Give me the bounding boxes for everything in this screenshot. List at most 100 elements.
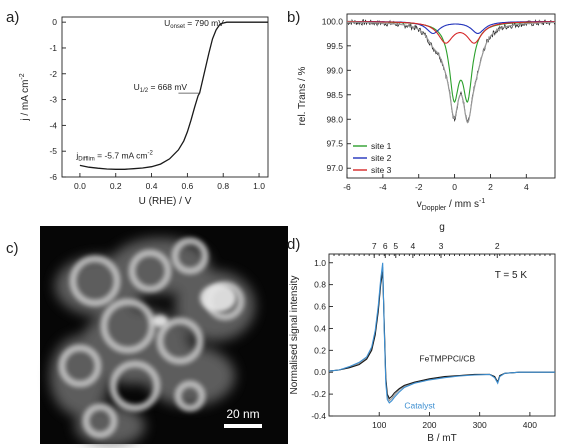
y-tick-label-d: 0.2 [314, 345, 326, 355]
y-tick-label-b: 99.0 [326, 65, 343, 75]
x-label-b-sup: -1 [479, 198, 485, 205]
y-tick-label-a: -5 [49, 146, 57, 156]
temperature-annotation: T = 5 K [495, 270, 528, 281]
x-tick-label-b: -4 [379, 182, 387, 192]
y-tick-label-a: -4 [49, 120, 57, 130]
onset-sub: onset [170, 24, 185, 30]
x-tick-label-b: -2 [415, 182, 423, 192]
panel-a-label: a) [6, 9, 19, 26]
y-tick-label-a: -2 [49, 69, 57, 79]
half-val: = 668 mV [148, 82, 187, 92]
y-tick-label-a: -6 [49, 172, 57, 182]
difflim-val: = -5.7 mA cm [95, 150, 148, 160]
x-tick-label-a: 0.4 [146, 181, 158, 191]
x-tick-label-a: 0.6 [181, 181, 193, 191]
y-tick-label-a: -3 [49, 95, 57, 105]
y-axis-label-a-sup: -2 [19, 73, 26, 79]
x-label-b-sub: Doppler [422, 205, 447, 212]
y-tick-label-b: 99.5 [326, 41, 343, 51]
scalebar-label: 20 nm [226, 407, 259, 421]
onset-annotation: Uonset = 790 mV [164, 18, 224, 30]
epr-curve-3 [328, 267, 555, 402]
y-axis-label-b: rel. Trans / % [297, 66, 308, 125]
epr-curve-2 [328, 262, 555, 404]
x-tick-label-a: 0.0 [74, 181, 86, 191]
top-tick-label-d: 6 [383, 241, 388, 251]
y-tick-label-b: 97.0 [326, 163, 343, 173]
panel-d-label: d) [287, 236, 300, 253]
top-tick-label-d: 7 [372, 241, 377, 251]
top-tick-label-d: 5 [393, 241, 398, 251]
mossbauer-data [346, 18, 556, 123]
x-axis-label-b: vDoppler / mm s-1 [417, 198, 486, 212]
x-tick-label-b: 4 [524, 182, 529, 192]
panel-c: c) [0, 222, 290, 448]
x-tick-label-a: 0.8 [217, 181, 229, 191]
y-tick-label-d: 0.6 [314, 302, 326, 312]
x-label-b-main: v [417, 199, 422, 210]
top-tick-label-d: 3 [439, 241, 444, 251]
x-tick-label-a: 0.2 [110, 181, 122, 191]
y-tick-label-d: 1.0 [314, 258, 326, 268]
panel-b: b) -6 -4 -2 0 2 4 100.0 99.5 99.0 98.5 98.0 97.5 97.0… [283, 0, 561, 215]
x-tick-label-b: 0 [452, 182, 457, 192]
total-fit-curve [347, 21, 555, 124]
x-tick-label-d: 400 [523, 420, 537, 430]
half-wave-annotation: U1/2 = 668 mV [134, 82, 188, 94]
panel-d: d) g 7 6 5 4 3 2 100 200 300 400 1.0 0.8 0.6 0.4 0.2 0.0 -… [283, 222, 561, 448]
label-fetmppcl-cb: FeTMPPCl/CB [419, 353, 475, 363]
y-tick-label-b: 98.5 [326, 90, 343, 100]
half-main: U [134, 82, 140, 92]
y-axis-label-a-main: j / mA cm [20, 80, 31, 122]
y-tick-label-a: -1 [49, 43, 57, 53]
x-tick-label-d: 200 [422, 420, 436, 430]
top-tick-label-d: 2 [495, 241, 500, 251]
y-tick-label-d: 0.8 [314, 280, 326, 290]
y-axis-label-d: Normalised signal intensity [289, 276, 300, 395]
difflim-annotation: jDifflim = -5.7 mA cm-2 [75, 150, 153, 162]
y-tick-label-d: 0.4 [314, 323, 326, 333]
scalebar [224, 424, 262, 428]
site-1-curve [347, 21, 555, 104]
y-tick-label-d: -0.4 [311, 411, 326, 421]
x-tick-label-b: -6 [343, 182, 351, 192]
y-tick-label-a: 0 [52, 17, 57, 27]
x-tick-label-d: 100 [372, 420, 386, 430]
difflim-sub: Difflim [78, 156, 95, 162]
y-tick-label-d: -0.2 [311, 389, 326, 399]
chart-d: d) g 7 6 5 4 3 2 100 200 300 400 1.0 0.8 0.6 0.4 0.2 0.0 -… [287, 222, 556, 444]
plot-frame-b [346, 13, 556, 179]
x-tick-label-b: 2 [488, 182, 493, 192]
top-tick-label-d: 4 [411, 241, 416, 251]
chart-a: a) 0.0 0.2 0.4 0.6 0.8 1.0 0 -1 -2 -3 -4 -5 -6 U (RHE)… [6, 9, 269, 207]
label-catalyst: Catalyst [404, 400, 435, 410]
plot-frame-a [61, 16, 269, 178]
epr-curve-1 [328, 271, 555, 400]
x-label-b-rest: / mm s [446, 199, 479, 210]
difflim-sup: -2 [147, 150, 153, 156]
x-tick-label-d: 300 [473, 420, 487, 430]
y-axis-label-a: j / mA cm-2 [19, 73, 31, 121]
y-tick-label-b: 100.0 [322, 16, 344, 26]
y-tick-label-b: 97.5 [326, 139, 343, 149]
onset-val: = 790 mV [185, 18, 224, 28]
panel-a: a) 0.0 0.2 0.4 0.6 0.8 1.0 0 -1 -2 -3 -4 -5 -6 U (RHE)… [0, 0, 280, 215]
half-sub: 1/2 [140, 88, 149, 94]
onset-main: U [164, 18, 170, 28]
plot-frame-d [328, 253, 556, 417]
difflim-main: j [75, 150, 78, 160]
site-3-curve [347, 21, 555, 44]
panel-b-label: b) [287, 9, 300, 26]
lsv-curve [79, 21, 268, 170]
legend-label-site-1: site 1 [371, 141, 392, 151]
top-axis-label-d: g [439, 222, 445, 233]
y-tick-label-b: 98.0 [326, 114, 343, 124]
y-tick-label-d: 0.0 [314, 367, 326, 377]
x-axis-label-d: B / mT [427, 433, 456, 444]
stem-micrograph: 20 nm [40, 226, 288, 446]
legend-label-site-3: site 3 [371, 165, 392, 175]
x-axis-label-a: U (RHE) / V [139, 196, 192, 207]
chart-b: b) -6 -4 -2 0 2 4 100.0 99.5 99.0 98.5 98.0 97.5 97.0… [287, 9, 556, 212]
legend-label-site-2: site 2 [371, 153, 392, 163]
x-tick-label-a: 1.0 [253, 181, 265, 191]
